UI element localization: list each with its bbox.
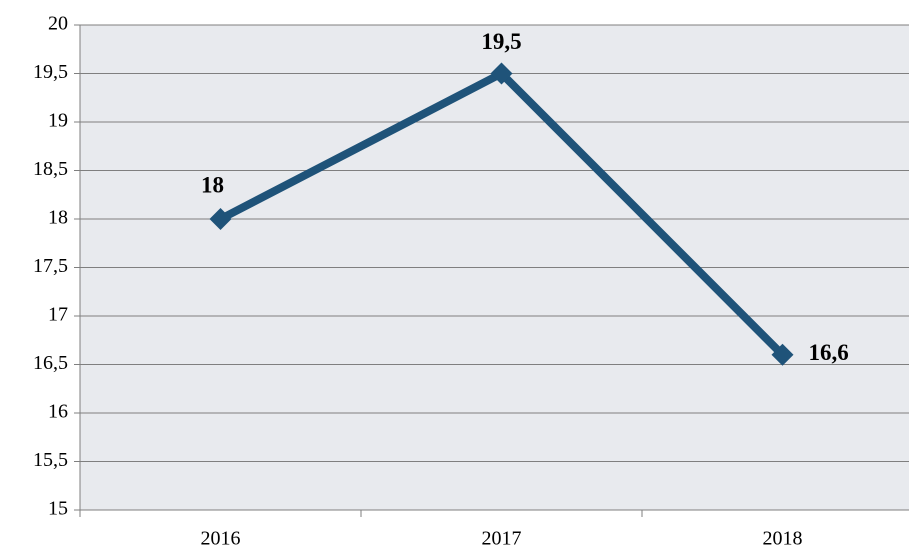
y-tick-label: 18 <box>48 207 68 229</box>
y-tick-label: 19 <box>48 110 68 132</box>
marker <box>771 343 794 366</box>
data-label: 16,6 <box>809 340 849 365</box>
y-tick-label: 15 <box>48 498 68 520</box>
y-tick-label: 17 <box>48 304 68 326</box>
x-tick-label: 2016 <box>201 528 241 550</box>
x-tick-label: 2018 <box>763 528 803 550</box>
data-label: 18 <box>201 172 224 197</box>
y-tick-label: 19,5 <box>33 61 68 83</box>
marker <box>209 208 232 230</box>
x-tick-label: 2017 <box>482 528 522 550</box>
y-tick-label: 15,5 <box>33 449 68 471</box>
y-tick-label: 17,5 <box>33 255 68 277</box>
data-label: 19,5 <box>481 29 521 54</box>
y-tick-label: 20 <box>48 13 68 35</box>
y-tick-label: 16,5 <box>33 352 68 374</box>
y-tick-label: 18,5 <box>33 158 68 180</box>
marker <box>490 62 513 85</box>
y-tick-label: 16 <box>48 401 68 423</box>
